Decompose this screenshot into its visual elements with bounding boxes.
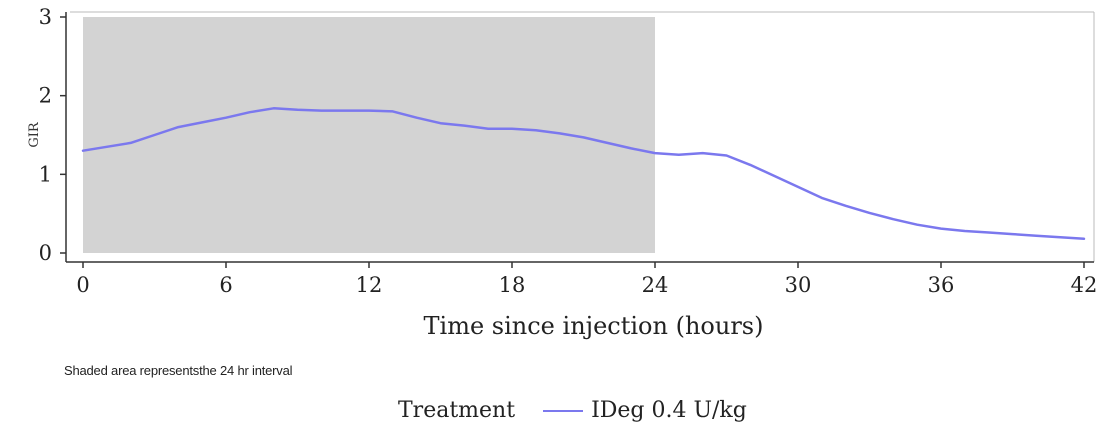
series-line-0: [81, 107, 1086, 241]
legend-title: Treatment: [398, 398, 516, 423]
y-axis-label: GIR: [27, 121, 42, 148]
x-tick-label-24: 24: [642, 273, 669, 297]
footnote-shaded-area: Shaded area representsthe 24 hr interval: [64, 363, 293, 378]
x-tick-label-12: 12: [356, 273, 383, 297]
x-tick-label-0: 0: [76, 273, 89, 297]
x-tick-label-30: 30: [785, 273, 812, 297]
y-tick-label-1: 1: [39, 162, 52, 186]
shaded-region-rect: [83, 17, 655, 253]
x-tick-label-42: 42: [1071, 273, 1098, 297]
y-tick-label-2: 2: [39, 84, 52, 108]
x-tick-label-36: 36: [928, 273, 955, 297]
series-layer: [81, 107, 1086, 241]
x-tick-label-18: 18: [499, 273, 526, 297]
legend-swatch-ideg: [543, 409, 584, 412]
y-tick-label-0: 0: [39, 241, 52, 265]
shaded-region-layer: [83, 17, 655, 253]
x-axis-label: Time since injection (hours): [424, 312, 764, 340]
x-tick-label-6: 6: [219, 273, 232, 297]
plot-frame: [70, 11, 1095, 262]
legend-entry-ideg: IDeg 0.4 U/kg: [591, 398, 747, 423]
y-tick-label-3: 3: [39, 5, 52, 29]
legend: Treatment IDeg 0.4 U/kg: [398, 398, 747, 423]
